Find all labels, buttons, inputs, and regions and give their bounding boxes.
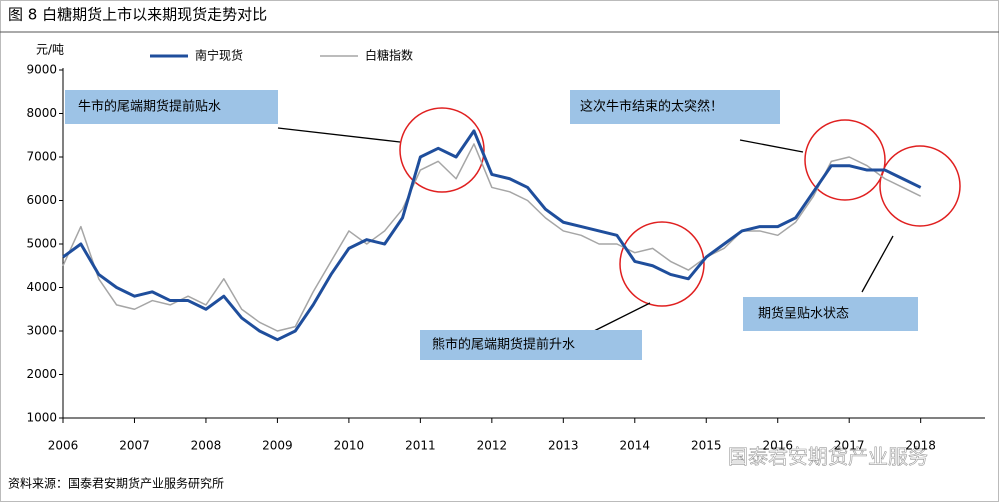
series-line [62, 143, 922, 332]
x-tick-label: 2016 [762, 439, 793, 453]
y-tick-label: 5000 [26, 237, 57, 251]
y-axis-label: 元/吨 [36, 43, 64, 57]
annotation-boxes [65, 90, 918, 360]
y-tick-label: 7000 [26, 150, 57, 164]
x-tick-label: 2017 [834, 439, 865, 453]
y-tick-label: 2000 [26, 367, 57, 381]
annotation: 牛市的尾端期货提前贴水 [78, 99, 221, 115]
source: 资料来源：国泰君安期货产业服务研究所 [8, 476, 224, 491]
x-tick-label: 2006 [48, 439, 79, 453]
x-tick-label: 2018 [905, 439, 936, 453]
annotation: 期货呈贴水状态 [758, 306, 849, 322]
arrows [277, 127, 894, 334]
x-tick-label: 2011 [405, 439, 436, 453]
chart-title: 图 8 白糖期货上市以来期现货走势对比 [8, 6, 267, 24]
y-tick-label: 6000 [26, 193, 57, 207]
y-tick-label: 4000 [26, 280, 57, 294]
y-tick-label: 9000 [26, 63, 57, 77]
annotation: 这次牛市结束的太突然！ [580, 99, 723, 115]
y-tick-label: 3000 [26, 324, 57, 338]
x-tick-label: 2008 [191, 439, 222, 453]
circles [399, 107, 961, 307]
y-tick-label: 1000 [26, 411, 57, 425]
x-tick-label: 2015 [691, 439, 722, 453]
series-line [62, 129, 922, 342]
x-tick-label: 2009 [262, 439, 293, 453]
legend-label: 南宁现货 [195, 48, 243, 63]
y-tick-label: 8000 [26, 106, 57, 120]
x-tick-label: 2012 [477, 439, 508, 453]
x-tick-label: 2007 [119, 439, 150, 453]
watermark: 国泰君安期货产业服务 [728, 445, 928, 469]
x-tick-label: 2010 [334, 439, 365, 453]
annotation: 熊市的尾端期货提前升水 [432, 337, 575, 353]
x-tick-label: 2013 [548, 439, 579, 453]
x-tick-label: 2014 [620, 439, 651, 453]
legend-label: 白糖指数 [365, 48, 413, 63]
